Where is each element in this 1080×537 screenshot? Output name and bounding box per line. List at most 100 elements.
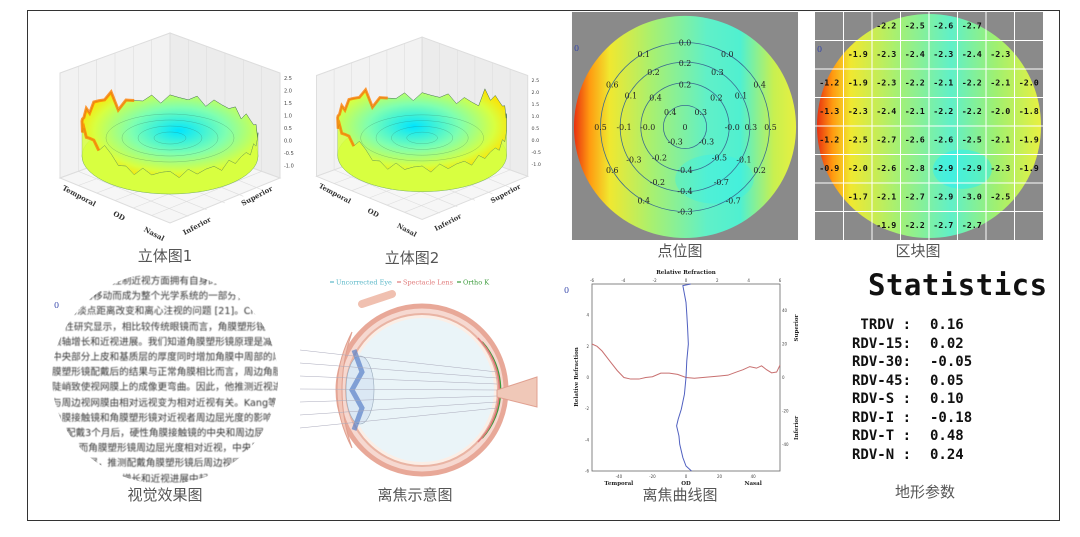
point-map: 0.00.1 0.00.20.2 0.30.6 0.2 0.40.1 0.4 0.2 0.10… <box>571 12 799 240</box>
mesh-line <box>360 114 484 162</box>
point-value: -0.1 <box>616 123 631 132</box>
x-axis-label: OD <box>681 481 691 486</box>
chart-title: Relative Refraction <box>656 270 716 276</box>
z-tick: 1.0 <box>532 114 540 120</box>
y-axis-label: Relative Refraction <box>574 347 580 407</box>
top-tick: -6 <box>590 278 594 283</box>
point-value: 0.2 <box>679 59 692 68</box>
stat-value: 0.02 <box>930 335 964 352</box>
stat-row: RDV-45: 0.05 <box>852 372 1042 391</box>
block-value: -2.3 <box>876 49 896 59</box>
z-tick: 0.0 <box>532 138 540 144</box>
inferior-label: Inferior <box>794 416 800 440</box>
stat-key: TRDV : <box>852 317 912 333</box>
block-value: -2.2 <box>876 21 896 31</box>
point-value: -0.7 <box>714 178 729 187</box>
text-line: 镜的淡点距离改变和离心注视的问题 [21]。Cho等 <box>57 306 273 318</box>
block-value: -2.2 <box>962 106 982 116</box>
point-value: 0.3 <box>694 108 707 117</box>
block-value: -2.3 <box>990 49 1010 59</box>
inferior-axis-label: Inferior <box>181 215 212 237</box>
caption-stereo1: 立体图1 <box>137 247 193 265</box>
od-axis-label: OD <box>112 209 127 223</box>
light-ray <box>299 401 498 416</box>
block-value: -2.7 <box>933 220 953 230</box>
block-value: -2.1 <box>876 192 896 202</box>
block-value: -2.1 <box>933 78 953 88</box>
stat-row: RDV-S : 0.10 <box>852 390 1042 409</box>
optic-nerve <box>496 376 538 408</box>
block-value: -2.7 <box>962 220 982 230</box>
surface-wall <box>81 121 259 195</box>
point-value: -0.1 <box>736 155 751 164</box>
left-tick: 2 <box>586 344 589 349</box>
point-value: 0 <box>682 123 687 132</box>
light-ray <box>299 362 498 379</box>
caption-block-map: 区块图 <box>895 242 941 260</box>
stat-value: 0.24 <box>930 446 964 463</box>
right-tick: 40 <box>782 308 788 313</box>
point-value: 0.0 <box>721 50 734 59</box>
left-tick: 4 <box>586 313 589 318</box>
ring <box>662 104 708 149</box>
top-tick: 0 <box>685 278 688 283</box>
block-value: -1.9 <box>848 49 868 59</box>
block-value: -1.8 <box>1019 106 1039 116</box>
statistics-panel: Statistics TRDV : 0.16 RDV-15: 0.02 RDV-30: -… <box>852 268 1047 464</box>
z-tick: -0.5 <box>284 151 294 157</box>
block-value: -2.1 <box>905 106 925 116</box>
right-tick: 20 <box>782 342 788 347</box>
bottom-tick: 20 <box>717 474 723 479</box>
block-value: -1.9 <box>848 78 868 88</box>
block-value: -0.9 <box>819 163 839 173</box>
stat-value: 0.16 <box>930 317 964 333</box>
block-value: -2.3 <box>876 78 896 88</box>
point-value: -0.2 <box>650 178 665 187</box>
right-tick: 0 <box>782 375 785 380</box>
block-value: -2.3 <box>933 49 953 59</box>
block-value: -2.1 <box>990 135 1010 145</box>
point-value: 0.4 <box>649 93 662 102</box>
bottom-tick: 40 <box>751 474 757 479</box>
z-tick: 2.5 <box>532 78 540 84</box>
light-ray <box>299 349 498 373</box>
left-tick: -6 <box>585 469 589 474</box>
text-line: 瞻性研究显示，相比较传统眼镜而言，角膜塑形镜可 <box>54 321 276 333</box>
mesh-line <box>105 113 235 163</box>
inferior-axis-label: Inferior <box>433 212 463 233</box>
bottom-tick: -20 <box>649 474 656 479</box>
left-tick: -4 <box>585 437 589 442</box>
stat-key: RDV-45: <box>852 372 912 389</box>
mesh-line <box>391 126 453 150</box>
mesh-line <box>137 125 203 151</box>
text-line: 角膜接触镜和角膜塑形镜对近视者周边屈光度的影响，结 <box>52 412 278 424</box>
figure-frame <box>27 10 1060 521</box>
top-tick: 6 <box>779 278 782 283</box>
block-value: -2.0 <box>848 163 868 173</box>
block-value: -2.9 <box>933 192 953 202</box>
point-value: 0.4 <box>637 197 650 206</box>
z-tick: -1.0 <box>532 162 541 168</box>
point-value: 0.3 <box>745 123 758 132</box>
block-value: -2.4 <box>905 49 925 59</box>
left-tick: 0 <box>586 375 589 380</box>
block-value: -2.9 <box>933 163 953 173</box>
block-value: -1.2 <box>819 135 839 145</box>
block-value: -2.7 <box>905 192 925 202</box>
point-value: -0.4 <box>677 187 692 196</box>
z-tick: 2.0 <box>284 89 292 95</box>
stat-row: RDV-I : -0.18 <box>852 409 1042 428</box>
caption-visual-effect: 视觉效果图 <box>127 486 203 504</box>
block-value: -2.6 <box>876 163 896 173</box>
block-value: -2.3 <box>848 106 868 116</box>
point-value: 0.6 <box>606 81 619 90</box>
stat-value: -0.05 <box>930 354 973 370</box>
point-value: 0.3 <box>711 68 724 77</box>
block-value: -2.8 <box>905 163 925 173</box>
stat-value: -0.18 <box>930 409 973 426</box>
x-axis-label: Nasal <box>744 481 761 486</box>
stat-key: RDV-T : <box>852 428 912 444</box>
stat-value: 0.05 <box>930 372 964 389</box>
vertical-meridian-line <box>676 283 692 472</box>
